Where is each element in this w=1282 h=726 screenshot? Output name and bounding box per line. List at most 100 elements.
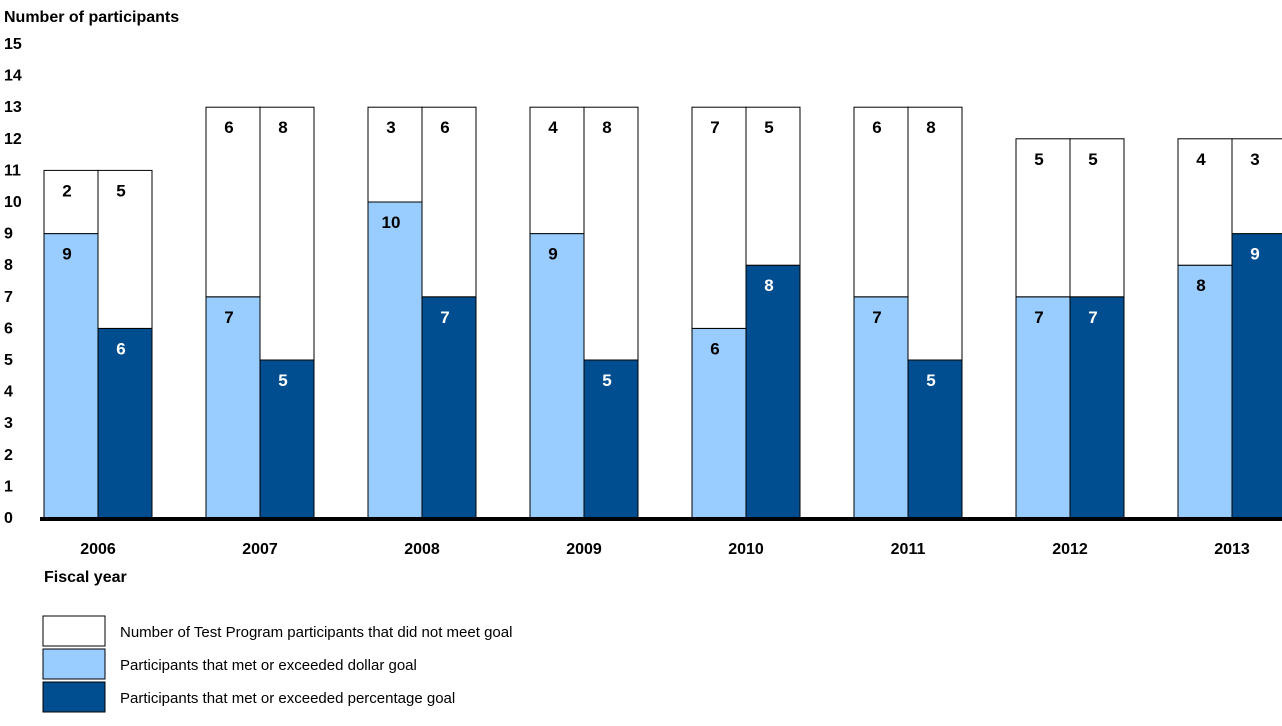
- percentage-not-met-segment: [583, 106, 639, 361]
- y-tick-label: 9: [4, 226, 13, 243]
- x-tick-label: 2008: [404, 541, 440, 558]
- y-tick-label: 14: [4, 68, 22, 85]
- percentage-not-met-label: 5: [1088, 150, 1097, 169]
- y-tick-label: 1: [4, 478, 13, 495]
- percentage-met-label: 5: [602, 371, 611, 390]
- legend-label: Number of Test Program participants that…: [120, 624, 512, 641]
- dollar-not-met-label: 6: [224, 118, 233, 137]
- bar-group-2011: 7 6 5 8 2011: [853, 106, 963, 558]
- x-tick-label: 2006: [80, 541, 116, 558]
- percentage-met-segment: [745, 264, 801, 519]
- percentage-met-segment: [1231, 233, 1282, 519]
- x-tick-label: 2007: [242, 541, 278, 558]
- legend-item-not-met: Number of Test Program participants that…: [42, 615, 512, 647]
- dollar-met-segment: [367, 201, 423, 519]
- bar-group-2007: 7 6 5 8 2007: [205, 106, 315, 558]
- dollar-not-met-label: 4: [1196, 150, 1206, 169]
- x-tick-label: 2013: [1214, 541, 1250, 558]
- percentage-not-met-label: 8: [278, 118, 287, 137]
- dollar-met-label: 7: [872, 308, 881, 327]
- percentage-not-met-segment: [907, 106, 963, 361]
- dollar-not-met-label: 4: [548, 118, 558, 137]
- dollar-met-label: 8: [1196, 276, 1205, 295]
- legend-swatch: [42, 681, 106, 713]
- dollar-not-met-segment: [691, 106, 747, 329]
- bar-group-2012: 7 5 7 5 2012: [1015, 138, 1125, 558]
- bar-group-2008: 10 3 7 6 2008: [367, 106, 477, 558]
- percentage-met-label: 7: [440, 308, 449, 327]
- y-tick-label: 8: [4, 257, 13, 274]
- y-tick-label: 10: [4, 194, 22, 211]
- dollar-met-label: 7: [224, 308, 233, 327]
- x-axis-title: Fiscal year: [44, 569, 127, 586]
- percentage-not-met-segment: [259, 106, 315, 361]
- dollar-met-segment: [43, 233, 99, 519]
- percentage-met-segment: [259, 359, 315, 519]
- bar-group-2009: 9 4 5 8 2009: [529, 106, 639, 558]
- dollar-met-segment: [529, 233, 585, 519]
- dollar-met-label: 10: [382, 213, 401, 232]
- percentage-not-met-segment: [745, 106, 801, 266]
- dollar-not-met-segment: [1015, 138, 1071, 298]
- percentage-not-met-label: 3: [1250, 150, 1259, 169]
- dollar-met-segment: [853, 296, 909, 519]
- y-axis-title: Number of participants: [4, 9, 179, 26]
- y-tick-label: 7: [4, 289, 13, 306]
- dollar-not-met-segment: [43, 169, 99, 235]
- bar-group-2006: 9 2 6 5 2006: [43, 169, 153, 558]
- legend-item-dollar-goal: Participants that met or exceeded dollar…: [42, 648, 417, 680]
- percentage-not-met-segment: [1231, 138, 1282, 235]
- x-tick-label: 2012: [1052, 541, 1088, 558]
- percentage-met-label: 8: [764, 276, 773, 295]
- x-tick-label: 2009: [566, 541, 602, 558]
- y-tick-label: 2: [4, 447, 13, 464]
- percentage-not-met-label: 5: [116, 181, 125, 200]
- dollar-met-label: 9: [548, 245, 557, 264]
- legend-swatch: [42, 615, 106, 647]
- percentage-met-segment: [583, 359, 639, 519]
- legend-swatch: [42, 648, 106, 680]
- y-tick-label: 15: [4, 36, 22, 53]
- legend-label: Participants that met or exceeded dollar…: [120, 657, 417, 674]
- bars: 9 2 6 5 2006 7 6 5 8 2007 10 3 7 6 2008 9 4 5 8 2009 6 7 8 5 201…: [43, 106, 1282, 558]
- percentage-not-met-label: 5: [764, 118, 773, 137]
- percentage-met-label: 5: [278, 371, 287, 390]
- legend-label: Participants that met or exceeded percen…: [120, 690, 455, 707]
- bar-group-2010: 6 7 8 5 2010: [691, 106, 801, 558]
- percentage-not-met-segment: [421, 106, 477, 298]
- y-tick-label: 12: [4, 131, 22, 148]
- dollar-not-met-label: 2: [62, 181, 71, 200]
- y-tick-label: 4: [4, 384, 13, 401]
- percentage-not-met-segment: [1069, 138, 1125, 298]
- percentage-met-segment: [1069, 296, 1125, 519]
- dollar-not-met-segment: [529, 106, 585, 235]
- dollar-met-segment: [1177, 264, 1233, 519]
- percentage-met-segment: [907, 359, 963, 519]
- legend: Number of Test Program participants that…: [42, 615, 512, 713]
- dollar-met-label: 7: [1034, 308, 1043, 327]
- dollar-met-segment: [205, 296, 261, 519]
- dollar-not-met-label: 3: [386, 118, 395, 137]
- y-tick-label: 11: [4, 162, 21, 179]
- percentage-not-met-label: 8: [926, 118, 935, 137]
- y-tick-label: 13: [4, 99, 22, 116]
- percentage-met-label: 5: [926, 371, 935, 390]
- x-tick-label: 2010: [728, 541, 764, 558]
- percentage-met-segment: [421, 296, 477, 519]
- dollar-met-label: 9: [62, 245, 71, 264]
- y-tick-label: 0: [4, 510, 13, 527]
- percentage-not-met-label: 8: [602, 118, 611, 137]
- percentage-not-met-segment: [97, 169, 153, 329]
- dollar-not-met-label: 6: [872, 118, 881, 137]
- y-tick-label: 6: [4, 320, 13, 337]
- dollar-met-label: 6: [710, 339, 719, 358]
- legend-item-percentage-goal: Participants that met or exceeded percen…: [42, 681, 455, 713]
- y-tick-label: 5: [4, 352, 13, 369]
- percentage-met-segment: [97, 327, 153, 519]
- percentage-met-label: 6: [116, 339, 125, 358]
- y-tick-label: 3: [4, 415, 13, 432]
- bar-group-2013: 8 4 9 3 2013: [1177, 138, 1282, 558]
